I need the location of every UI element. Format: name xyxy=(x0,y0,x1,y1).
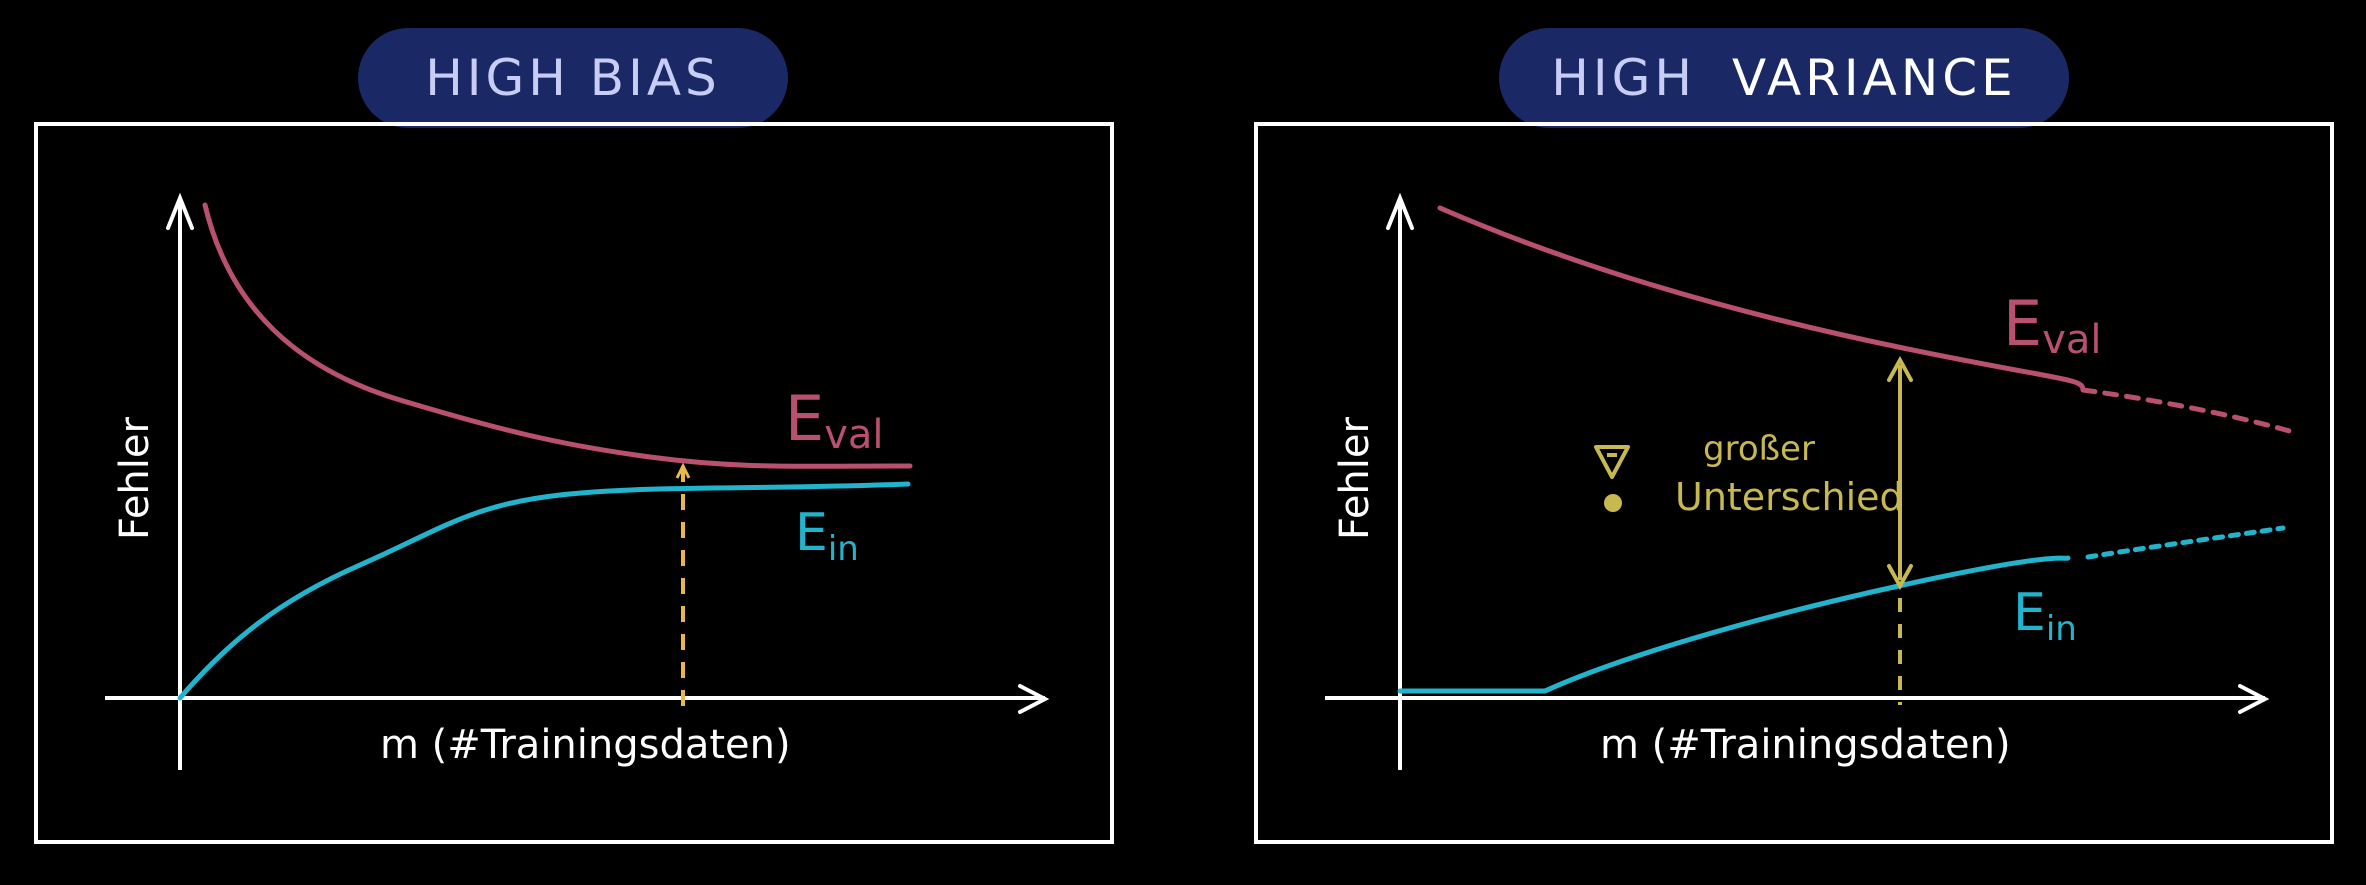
panel-high-variance: HIGH VARIANCE großer Unterschied Eval Ei… xyxy=(1183,0,2366,885)
y-axis-label: Fehler xyxy=(112,416,158,540)
title-high-variance: HIGH VARIANCE xyxy=(1499,28,2069,128)
dot-icon xyxy=(1604,494,1622,512)
title-text-high: HIGH xyxy=(1551,49,1696,107)
plot-frame xyxy=(34,122,1114,844)
annotation-line2: Unterschied xyxy=(1675,475,1904,519)
title-text-variance: VARIANCE xyxy=(1731,49,2017,107)
y-axis-arrow-icon xyxy=(1386,192,1414,230)
eval-label: Eval xyxy=(785,382,883,458)
y-axis-arrow-icon xyxy=(166,192,194,230)
ein-curve xyxy=(177,481,911,701)
double-arrow-icon xyxy=(1887,355,1913,382)
high-variance-plot: großer Unterschied Eval Ein m (#Training… xyxy=(1325,192,2296,770)
panel-high-bias: HIGH BIAS Eval Ein m (#Trainingsdaten) F… xyxy=(34,28,1114,844)
title-text: HIGH BIAS xyxy=(425,49,721,107)
x-axis-label: m (#Trainingsdaten) xyxy=(1600,722,2011,768)
eval-curve xyxy=(202,202,913,469)
annotation-line1: großer xyxy=(1703,429,1815,469)
y-axis-label: Fehler xyxy=(1332,416,1378,540)
eval-label: Eval xyxy=(2003,287,2101,363)
warning-triangle-icon xyxy=(1594,445,1630,479)
eval-curve-extrapolation xyxy=(2080,387,2296,435)
eval-curve xyxy=(1437,205,2086,393)
x-axis-arrow-icon xyxy=(2238,684,2270,714)
plot-frame xyxy=(1254,122,2334,844)
x-axis-label: m (#Trainingsdaten) xyxy=(380,722,791,768)
ein-curve-extrapolation xyxy=(2085,525,2286,560)
ein-curve xyxy=(1397,555,2071,694)
double-arrow-icon xyxy=(1887,564,1913,591)
title-high-bias: HIGH BIAS xyxy=(358,28,788,128)
high-bias-plot: Eval Ein m (#Trainingsdaten) Fehler xyxy=(105,192,1050,770)
ein-label: Ein xyxy=(795,503,859,569)
marker-arrow-icon xyxy=(675,462,691,479)
ein-label: Ein xyxy=(2013,583,2077,649)
x-axis-arrow-icon xyxy=(1018,684,1050,714)
